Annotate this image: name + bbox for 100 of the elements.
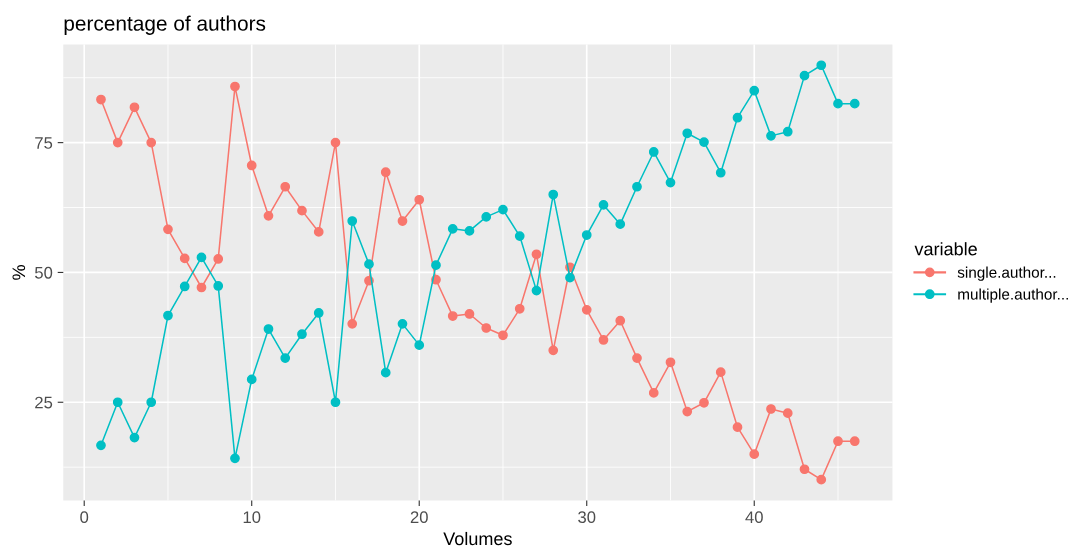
point [163, 224, 173, 235]
point [648, 147, 659, 157]
point [581, 304, 592, 315]
point [447, 311, 458, 321]
point [179, 281, 190, 292]
point [230, 453, 240, 464]
y-tick-label: 75 [35, 137, 53, 149]
point [96, 440, 106, 451]
point [615, 315, 626, 326]
point [146, 137, 157, 148]
point [598, 335, 609, 345]
x-tick-label: 20 [410, 511, 428, 524]
point [380, 167, 391, 178]
point [347, 216, 358, 226]
point [548, 345, 559, 356]
point [816, 60, 827, 71]
point [548, 189, 559, 200]
point [196, 282, 207, 293]
point [715, 167, 726, 178]
point [732, 112, 743, 123]
point [213, 254, 224, 264]
point [330, 397, 341, 408]
point [699, 397, 709, 408]
point [364, 259, 374, 269]
x-tick-label: 40 [745, 511, 763, 524]
x-tick-label: 0 [80, 511, 89, 524]
point [196, 252, 207, 263]
point [816, 474, 827, 485]
point [213, 281, 224, 291]
point [230, 81, 240, 92]
legend-title: variable [914, 242, 977, 256]
point [833, 436, 843, 447]
point [531, 249, 542, 260]
point [447, 223, 458, 234]
point [749, 449, 760, 460]
point [782, 408, 793, 419]
point [280, 181, 291, 192]
point [464, 309, 475, 319]
point [313, 227, 324, 237]
point [347, 318, 358, 329]
point [246, 160, 257, 171]
point [129, 102, 140, 113]
point [414, 340, 425, 350]
point [849, 436, 860, 447]
point [565, 272, 575, 283]
point [112, 137, 123, 148]
point [632, 353, 642, 363]
point [163, 310, 173, 321]
y-tick-label: 50 [34, 266, 53, 279]
point [280, 353, 291, 363]
x-axis-title: Volumes [443, 531, 512, 546]
legend-label: single.author... [957, 266, 1056, 281]
point [682, 128, 693, 139]
point [665, 357, 676, 368]
point [129, 432, 140, 443]
point [715, 367, 726, 378]
point [632, 181, 642, 192]
point [297, 329, 307, 340]
point [96, 94, 106, 105]
point [246, 374, 257, 385]
point [799, 464, 810, 475]
y-tick-label: 25 [35, 396, 53, 409]
point [263, 210, 274, 221]
point [514, 231, 525, 241]
point [397, 216, 408, 226]
x-tick-label: 30 [578, 511, 596, 524]
point [330, 137, 341, 148]
point [481, 323, 492, 333]
point [766, 404, 776, 414]
point [146, 397, 157, 408]
point [498, 330, 508, 341]
point [464, 226, 475, 236]
point [431, 260, 441, 271]
point [766, 131, 776, 141]
point [749, 85, 760, 96]
point [380, 367, 391, 378]
y-axis-title: % [12, 265, 26, 280]
point [732, 422, 743, 433]
point [682, 406, 693, 417]
point [263, 324, 274, 334]
point [498, 204, 508, 215]
point [782, 126, 793, 137]
point [481, 212, 492, 222]
point [598, 200, 609, 210]
x-tick-label: 10 [243, 511, 261, 524]
point [313, 308, 324, 318]
point [648, 388, 659, 398]
point [665, 177, 676, 188]
point [581, 230, 592, 240]
point [799, 70, 810, 81]
point [699, 137, 709, 147]
point [297, 205, 307, 216]
point [531, 285, 542, 296]
point [414, 194, 425, 205]
point [397, 318, 408, 329]
point [833, 98, 843, 109]
point [112, 397, 123, 408]
point [179, 253, 190, 264]
point [514, 303, 525, 314]
legend-label: multiple.author... [958, 288, 1068, 303]
